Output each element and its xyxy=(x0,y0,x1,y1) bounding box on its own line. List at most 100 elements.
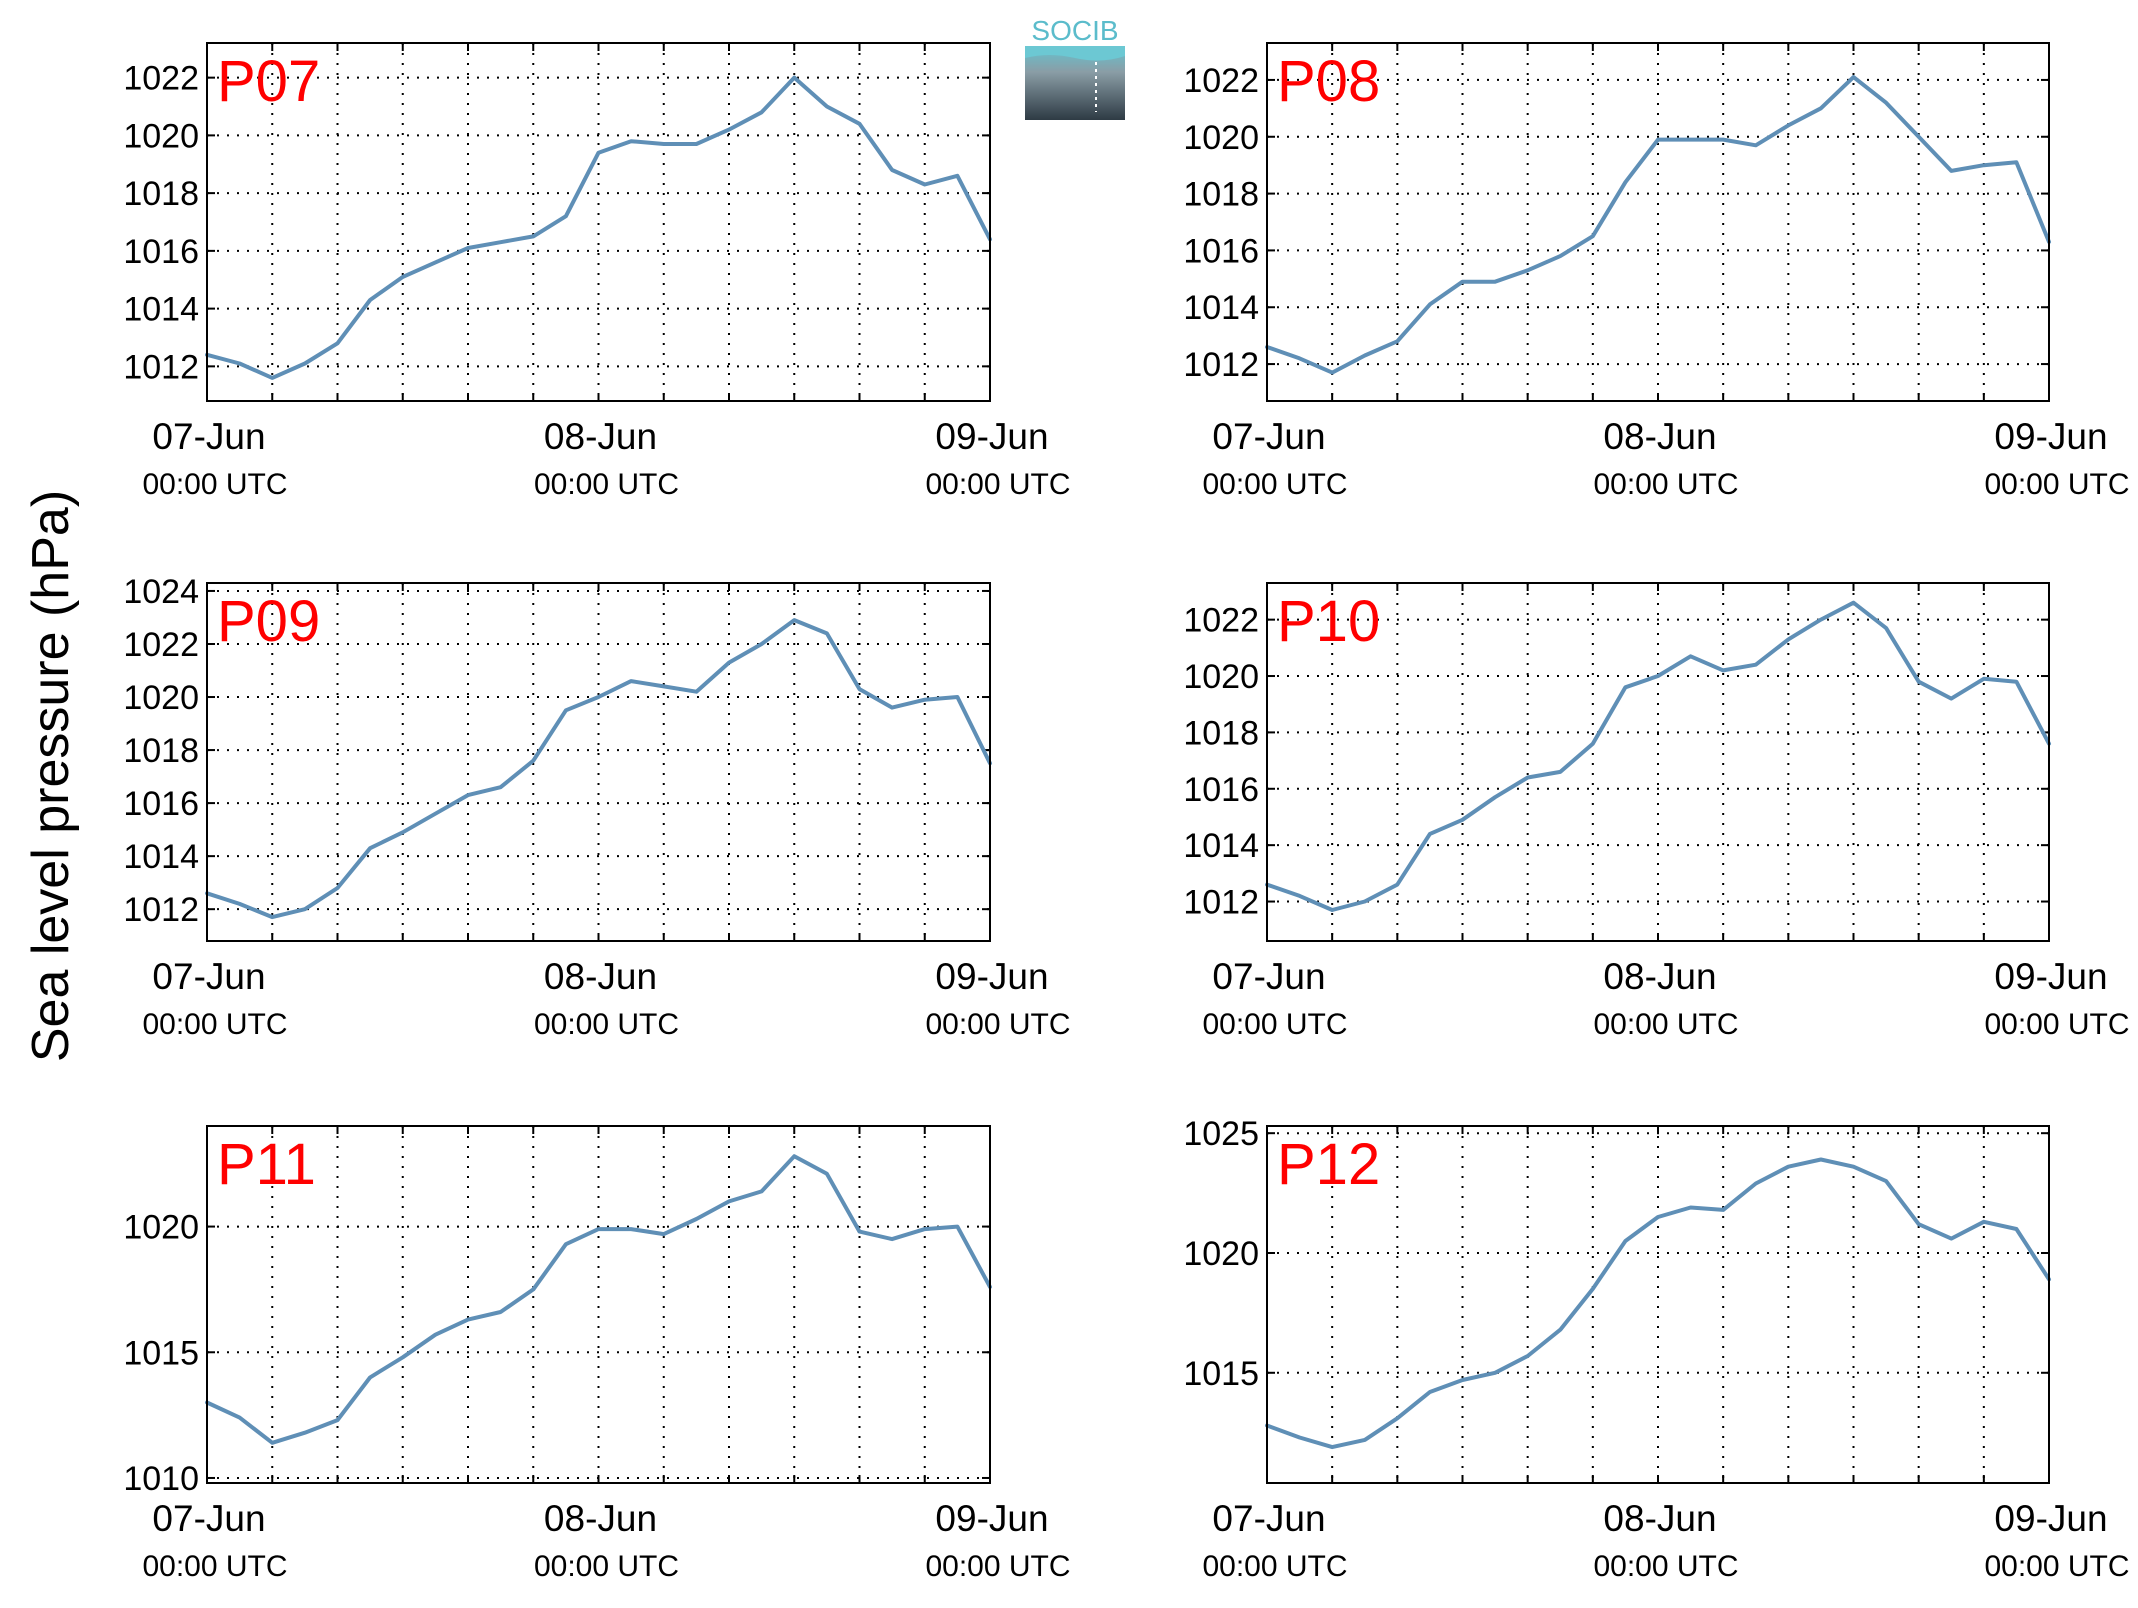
y-tick-label: 1024 xyxy=(123,573,199,611)
data-point xyxy=(629,139,633,143)
data-point xyxy=(694,1217,698,1221)
x-tick-label-day: 09-Jun xyxy=(1994,956,2107,997)
plot-frame xyxy=(1266,1125,2050,1484)
x-tick-label-day: 08-Jun xyxy=(1603,956,1716,997)
socib-logo: SOCIB xyxy=(1024,12,1128,122)
data-point xyxy=(1493,280,1497,284)
y-tick-label: 1016 xyxy=(123,233,199,271)
data-point xyxy=(1330,371,1334,375)
data-point xyxy=(1949,1237,1953,1241)
data-point xyxy=(303,907,307,911)
y-tick-label: 1014 xyxy=(123,291,199,329)
x-tick-label-day: 08-Jun xyxy=(1603,1498,1716,1539)
x-tick-label-day: 09-Jun xyxy=(1994,1498,2107,1539)
data-point xyxy=(336,886,340,890)
data-point xyxy=(1591,234,1595,238)
data-point xyxy=(1819,106,1823,110)
y-tick-label: 1012 xyxy=(1183,346,1259,384)
x-tick-label-day: 07-Jun xyxy=(152,1498,265,1539)
x-tick-label-day: 07-Jun xyxy=(1212,956,1325,997)
data-point xyxy=(368,1375,372,1379)
x-tick-label-time: 00:00 UTC xyxy=(1202,1550,1347,1583)
data-point xyxy=(597,151,601,155)
x-tick-label-time: 00:00 UTC xyxy=(1984,1550,2129,1583)
panel-p09: 1012 1014 1016 1018 1020 1022 1024 07-Jun 00:00 … xyxy=(123,573,1070,1041)
data-point xyxy=(1852,1165,1856,1169)
data-point xyxy=(629,1227,633,1231)
x-tick-label-time: 00:00 UTC xyxy=(1593,1550,1738,1583)
x-tick-label-day: 09-Jun xyxy=(935,416,1048,457)
data-point xyxy=(1428,1390,1432,1394)
panel-label: P10 xyxy=(1277,589,1380,654)
panel-p10: 1012 1014 1016 1018 1020 1022 07-Jun 00:00 UTC 0… xyxy=(1183,582,2130,1041)
data-point xyxy=(1884,1179,1888,1183)
data-point xyxy=(1819,1158,1823,1162)
data-point xyxy=(1884,626,1888,630)
data-point xyxy=(1982,163,1986,167)
data-point xyxy=(1363,900,1367,904)
x-tick-label-day: 08-Jun xyxy=(544,956,657,997)
data-point xyxy=(1656,1215,1660,1219)
data-point xyxy=(1982,677,1986,681)
data-point xyxy=(1917,680,1921,684)
data-point xyxy=(694,690,698,694)
data-point xyxy=(1395,339,1399,343)
x-tick-label-time: 00:00 UTC xyxy=(925,1008,1070,1041)
data-point xyxy=(2014,1227,2018,1231)
plot-frame xyxy=(1266,42,2050,402)
data-point xyxy=(1689,1205,1693,1209)
data-point xyxy=(1330,908,1334,912)
y-tick-label: 1014 xyxy=(1183,827,1259,865)
y-tick-label: 1020 xyxy=(123,1209,199,1247)
plot-area xyxy=(1267,583,2049,941)
x-tick-label-day: 07-Jun xyxy=(152,416,265,457)
panel-p07: 1012 1014 1016 1018 1020 1022 07-Jun 00:00 UTC 0… xyxy=(123,42,1071,501)
panel-label: P09 xyxy=(217,589,320,654)
data-point xyxy=(1949,169,1953,173)
data-point xyxy=(890,1237,894,1241)
series-line xyxy=(205,75,992,380)
data-point xyxy=(597,695,601,699)
y-tick-label: 1012 xyxy=(1183,884,1259,922)
y-tick-label: 1022 xyxy=(1183,602,1259,640)
data-point xyxy=(1395,883,1399,887)
y-tick-label: 1020 xyxy=(1183,1235,1259,1273)
data-point xyxy=(694,142,698,146)
data-point xyxy=(499,1310,503,1314)
y-tick-label: 1018 xyxy=(123,175,199,213)
y-tick-label: 1022 xyxy=(123,60,199,98)
data-point xyxy=(1591,742,1595,746)
panel-label: P08 xyxy=(1277,49,1380,114)
data-point xyxy=(727,128,731,132)
x-tick-label-time: 00:00 UTC xyxy=(925,468,1070,501)
y-tick-label: 1022 xyxy=(1183,62,1259,100)
series-line xyxy=(1265,1157,2051,1450)
y-tick-label: 1020 xyxy=(123,679,199,717)
data-point xyxy=(727,1199,731,1203)
x-tick-label-time: 00:00 UTC xyxy=(534,468,679,501)
data-point xyxy=(531,1287,535,1291)
x-tick-label-time: 00:00 UTC xyxy=(142,1550,287,1583)
data-point xyxy=(955,1225,959,1229)
panel-p08: 1012 1014 1016 1018 1020 1022 07-Jun 00:00 UTC 0… xyxy=(1183,42,2130,501)
data-point xyxy=(1656,138,1660,142)
plot-area xyxy=(207,1126,990,1483)
data-point xyxy=(1623,1239,1627,1243)
plot-area xyxy=(207,583,990,941)
data-point xyxy=(1786,1165,1790,1169)
data-point xyxy=(955,174,959,178)
y-tick-label: 1020 xyxy=(123,117,199,155)
data-point xyxy=(368,298,372,302)
y-tick-label: 1012 xyxy=(123,348,199,386)
data-point xyxy=(1298,356,1302,360)
data-point xyxy=(303,1431,307,1435)
data-point xyxy=(792,618,796,622)
data-point xyxy=(662,142,666,146)
y-tick-label: 1015 xyxy=(123,1334,199,1372)
data-point xyxy=(1884,101,1888,105)
x-tick-label-time: 00:00 UTC xyxy=(1202,468,1347,501)
data-point xyxy=(1949,697,1953,701)
data-point xyxy=(1526,776,1530,780)
data-point xyxy=(564,214,568,218)
